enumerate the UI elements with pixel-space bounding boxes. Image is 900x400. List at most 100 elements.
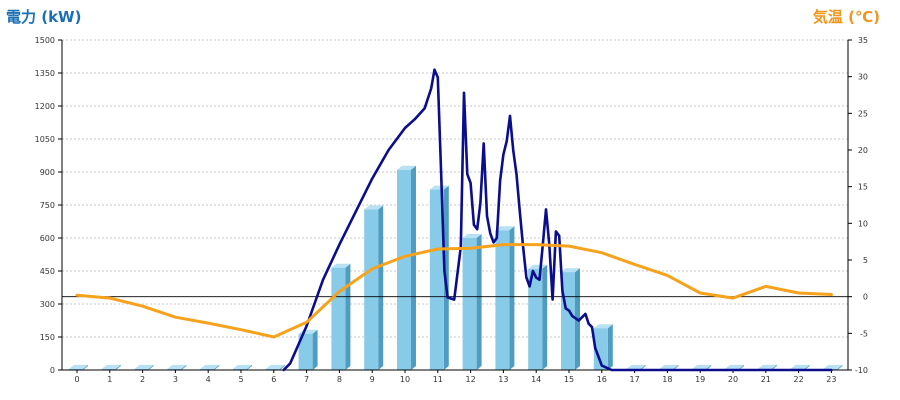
bar <box>265 364 285 370</box>
bar-top <box>265 364 285 369</box>
bar <box>364 205 384 370</box>
bar-front <box>429 189 444 370</box>
x-tick-label: 19 <box>695 375 705 384</box>
bar-side <box>279 364 285 370</box>
bar <box>200 364 220 370</box>
x-tick-label: 14 <box>531 375 541 384</box>
bar-front <box>298 333 313 370</box>
left-tick-label: 1050 <box>35 135 55 144</box>
x-tick-label: 4 <box>206 375 211 384</box>
bar-front <box>462 238 477 370</box>
bar-front <box>397 169 411 370</box>
x-tick-label: 8 <box>337 375 342 384</box>
bar-side <box>476 234 482 370</box>
x-tick-label: 7 <box>304 375 309 384</box>
bar <box>528 264 548 370</box>
left-tick-label: 600 <box>40 234 55 243</box>
temperature-line <box>75 243 833 339</box>
x-tick-label: 22 <box>794 375 804 384</box>
bar <box>233 364 252 370</box>
bar-top <box>233 364 252 369</box>
bar <box>101 364 121 370</box>
right-tick-label: 10 <box>858 219 868 228</box>
bar-top <box>659 364 679 369</box>
bar-side <box>542 264 548 370</box>
bar-top <box>692 364 712 369</box>
x-tick-label: 10 <box>400 375 410 384</box>
bar-top <box>397 165 416 170</box>
right-tick-label: -5 <box>860 329 868 338</box>
bar-side <box>247 364 252 370</box>
right-tick-label: 15 <box>858 183 868 192</box>
bar-top <box>331 263 351 268</box>
right-tick-label: -10 <box>855 366 868 375</box>
bar-top <box>593 324 613 329</box>
right-tick-label: 30 <box>858 73 868 82</box>
bar-side <box>345 263 351 370</box>
bar <box>167 364 187 370</box>
left-axis-title: 電力 (kW) <box>6 8 82 26</box>
bar <box>69 364 88 370</box>
bar-front <box>265 368 280 370</box>
bar <box>397 165 416 370</box>
bar-side <box>411 165 416 370</box>
bar-top <box>134 364 154 369</box>
bar-top <box>495 226 515 231</box>
right-tick-label: 20 <box>858 146 868 155</box>
bar <box>462 234 482 370</box>
right-axis-title: 気温 (℃) <box>812 8 880 26</box>
bar-top <box>200 364 220 369</box>
bar-front <box>495 230 510 370</box>
bar-top <box>69 364 88 369</box>
bar-top <box>725 364 744 369</box>
x-tick-label: 11 <box>433 375 443 384</box>
bar-front <box>331 267 346 370</box>
bar <box>593 324 613 370</box>
bar-front <box>593 328 608 370</box>
bar-side <box>214 364 220 370</box>
bar-side <box>115 364 121 370</box>
grid-lines <box>62 39 848 338</box>
x-tick-label: 18 <box>662 375 672 384</box>
bar-side <box>837 364 843 370</box>
bar-side <box>509 226 515 370</box>
bar-front <box>167 368 182 370</box>
x-tick-label: 5 <box>238 375 243 384</box>
bar-top <box>101 364 121 369</box>
x-tick-label: 13 <box>498 375 508 384</box>
left-tick-label: 300 <box>40 300 55 309</box>
bar-series <box>69 165 843 370</box>
left-tick-label: 900 <box>40 168 55 177</box>
bar-front <box>200 368 215 370</box>
bar <box>134 364 154 370</box>
bar-side <box>378 205 384 370</box>
bar-top <box>364 205 384 210</box>
x-tick-label: 16 <box>597 375 607 384</box>
bar-top <box>561 268 580 273</box>
right-tick-label: 25 <box>858 109 868 118</box>
bar-top <box>757 364 777 369</box>
bar-top <box>429 185 449 190</box>
bar-top <box>626 364 646 369</box>
x-tick-label: 21 <box>761 375 771 384</box>
x-tick-label: 6 <box>271 375 276 384</box>
right-tick-label: 5 <box>863 256 868 265</box>
bar-side <box>148 364 154 370</box>
right-tick-label: 0 <box>863 293 868 302</box>
bar-front <box>134 368 149 370</box>
bar-side <box>312 329 318 370</box>
bar-top <box>462 234 482 238</box>
bar <box>331 263 351 370</box>
axes <box>58 39 852 373</box>
bar-front <box>233 368 247 370</box>
x-tick-label: 0 <box>74 375 79 384</box>
x-tick-label: 1 <box>107 375 112 384</box>
x-tick-label: 2 <box>140 375 145 384</box>
x-tick-label: 15 <box>564 375 574 384</box>
left-tick-label: 1500 <box>35 36 55 45</box>
bar-side <box>83 364 88 370</box>
power-line <box>282 68 833 372</box>
bar-front <box>101 368 116 370</box>
left-tick-label: 150 <box>40 333 55 342</box>
